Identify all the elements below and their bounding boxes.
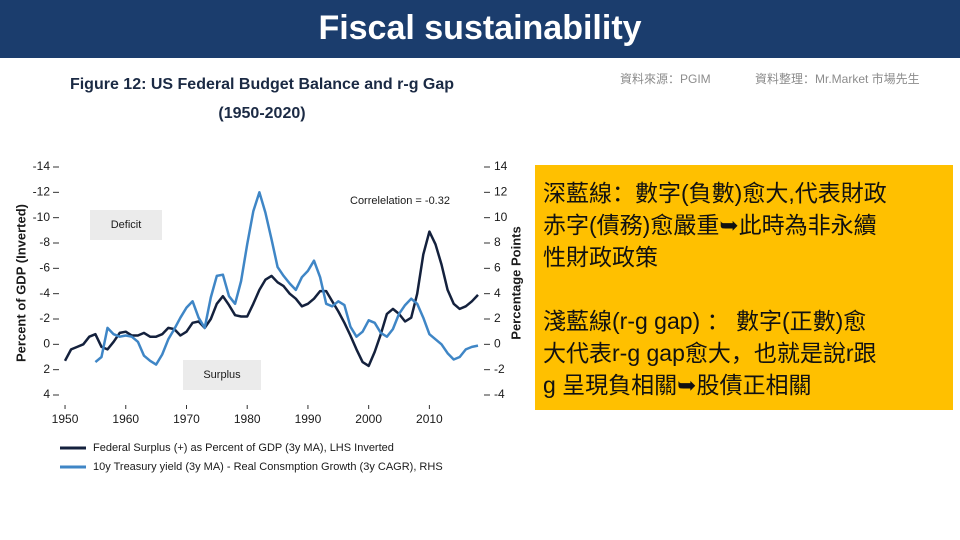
y-tick-label: -14 bbox=[33, 159, 51, 173]
y2-tick-label: 2 bbox=[494, 311, 501, 325]
y2-axis-label: Percentage Points bbox=[508, 226, 523, 339]
y2-tick-label: 14 bbox=[494, 159, 508, 173]
annotation-box bbox=[183, 360, 261, 390]
y-tick-label: -6 bbox=[39, 261, 50, 275]
series-line bbox=[94, 191, 479, 366]
y-tick-label: -4 bbox=[39, 286, 50, 300]
note-line: 深藍線：數字(負數)愈大,代表財政 bbox=[543, 180, 887, 206]
y2-tick-label: 8 bbox=[494, 235, 501, 249]
note-line: 赤字(債務)愈嚴重➥此時為非永續 bbox=[543, 212, 877, 238]
note-box: 深藍線：數字(負數)愈大,代表財政 赤字(債務)愈嚴重➥此時為非永續 性財政政策… bbox=[535, 165, 953, 410]
x-tick-label: 1950 bbox=[52, 412, 79, 426]
note-paragraph: 深藍線：數字(負數)愈大,代表財政 赤字(債務)愈嚴重➥此時為非永續 性財政政策 bbox=[543, 177, 945, 273]
y2-tick-label: 4 bbox=[494, 286, 501, 300]
y2-tick-label: 10 bbox=[494, 210, 508, 224]
annotation: Deficit bbox=[111, 219, 142, 231]
series-line bbox=[63, 230, 479, 368]
y2-tick-label: 12 bbox=[494, 185, 508, 199]
legend-label: 10y Treasury yield (3y MA) - Real Consmp… bbox=[93, 461, 443, 473]
x-tick-label: 1980 bbox=[234, 412, 261, 426]
x-tick-label: 1960 bbox=[112, 412, 139, 426]
annotation-box bbox=[90, 210, 162, 240]
chart: Figure 12: US Federal Budget Balance and… bbox=[13, 76, 523, 473]
x-tick-label: 1990 bbox=[295, 412, 322, 426]
note-paragraph: 淺藍線(r-g gap) ： 數字(正數)愈 大代表r-g gap愈大，也就是說… bbox=[543, 305, 945, 401]
x-tick-label: 2000 bbox=[355, 412, 382, 426]
slide-title: Fiscal sustainability bbox=[0, 0, 960, 58]
y-tick-label: -12 bbox=[33, 185, 51, 199]
chart-title: Figure 12: US Federal Budget Balance and… bbox=[70, 76, 454, 93]
source: 資料整理：Mr.Market 市場先生 bbox=[755, 72, 920, 86]
legend-label: Federal Surplus (+) as Percent of GDP (3… bbox=[93, 442, 394, 454]
x-tick-label: 1970 bbox=[173, 412, 200, 426]
annotation: Correlelation = -0.32 bbox=[350, 195, 450, 207]
y2-tick-label: -2 bbox=[494, 362, 505, 376]
y-tick-label: -8 bbox=[39, 235, 50, 249]
note-line: 性財政政策 bbox=[543, 244, 658, 270]
x-tick-label: 2010 bbox=[416, 412, 443, 426]
chart-subtitle: (1950-2020) bbox=[218, 105, 305, 122]
y-tick-label: 4 bbox=[43, 387, 50, 401]
note-line: 大代表r-g gap愈大，也就是說r跟 bbox=[543, 340, 877, 366]
y2-tick-label: 0 bbox=[494, 337, 501, 351]
y2-tick-label: -4 bbox=[494, 387, 505, 401]
y-tick-label: 2 bbox=[43, 362, 50, 376]
y-tick-label: 0 bbox=[43, 337, 50, 351]
y-axis-label: Percent of GDP (Inverted) bbox=[13, 204, 28, 362]
note-line: 淺藍線(r-g gap) ： 數字(正數)愈 bbox=[543, 308, 867, 334]
y-tick-label: -10 bbox=[33, 210, 51, 224]
annotation: Surplus bbox=[203, 369, 241, 381]
source: 資料來源：PGIM bbox=[620, 72, 711, 86]
y-tick-label: -2 bbox=[39, 311, 50, 325]
y2-tick-label: 6 bbox=[494, 261, 501, 275]
note-line: g 呈現負相關➥股債正相關 bbox=[543, 372, 812, 398]
